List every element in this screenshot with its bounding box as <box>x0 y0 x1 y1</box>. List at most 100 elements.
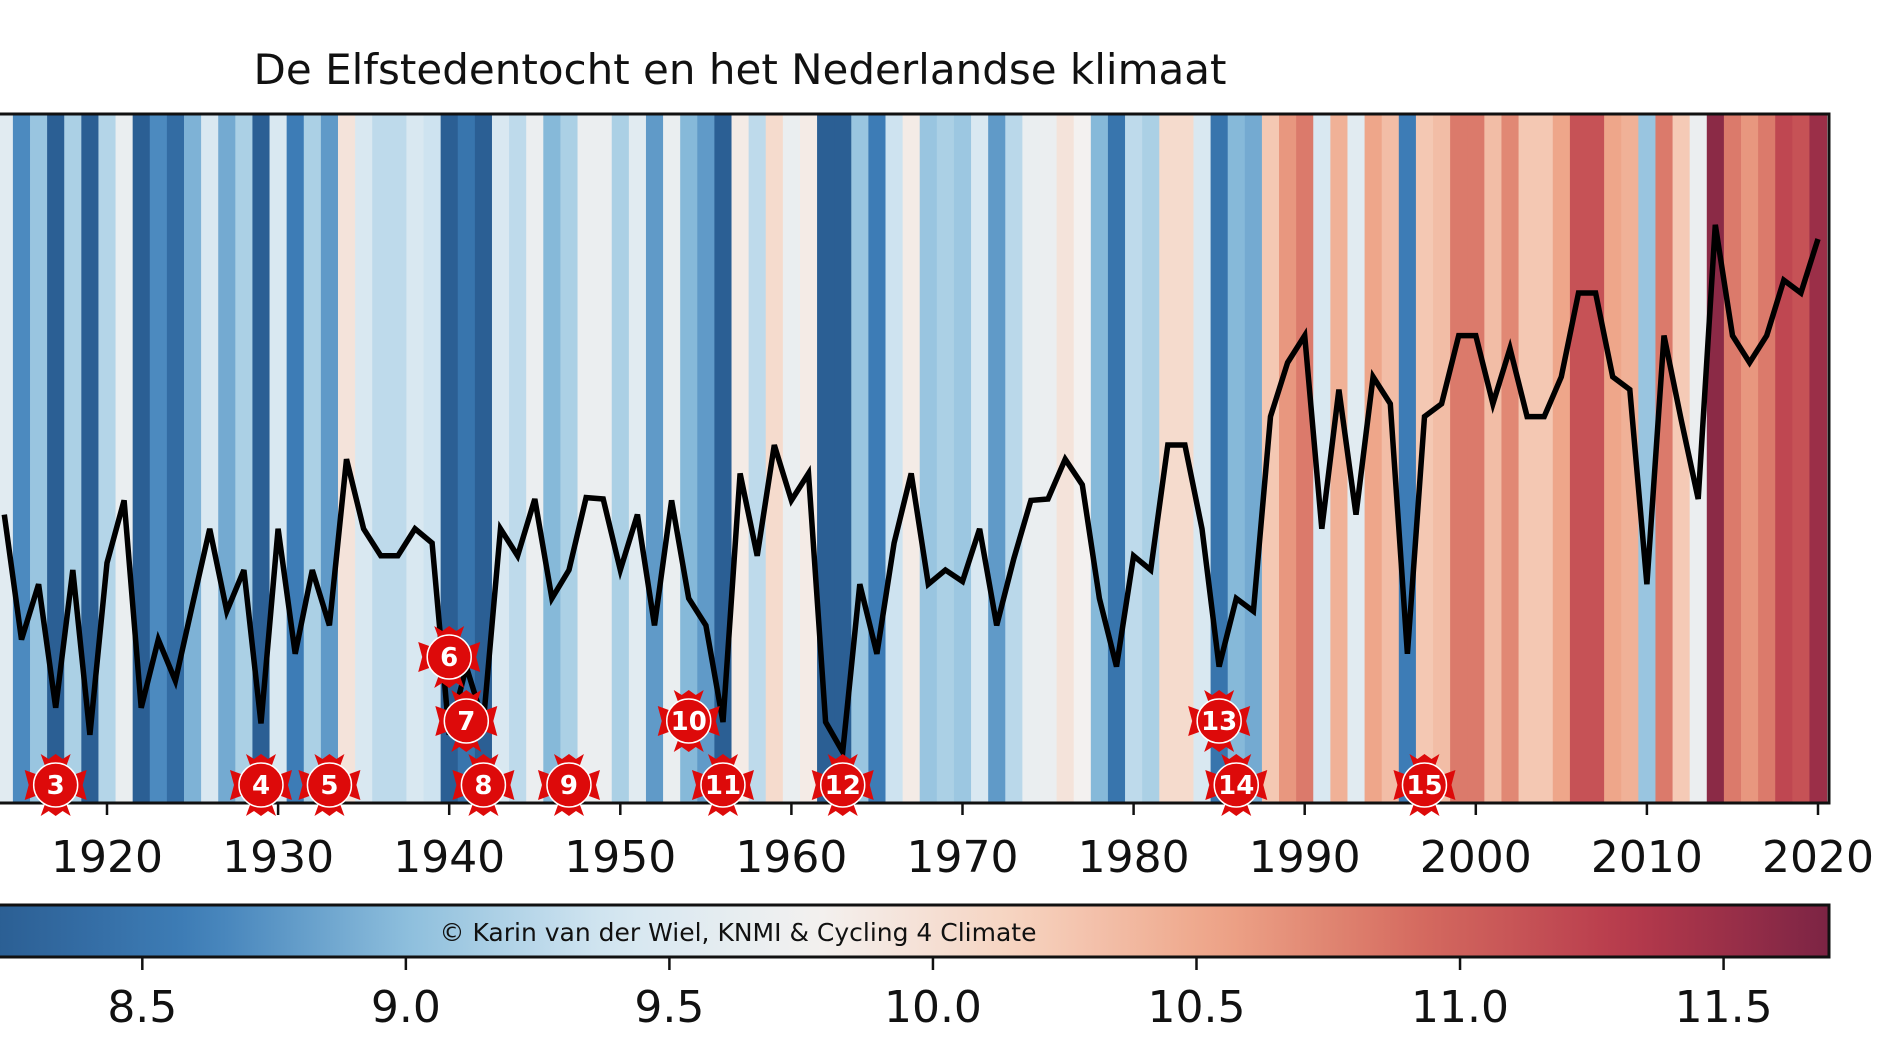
stripe-1957 <box>731 114 750 803</box>
stripe-1989 <box>1279 114 1297 803</box>
marker-label: 5 <box>320 771 338 801</box>
stripe-1961 <box>799 114 818 803</box>
stripe-2009 <box>1621 114 1639 803</box>
stripe-2001 <box>1484 114 1503 803</box>
stripe-2015 <box>1723 114 1742 803</box>
marker-label: 13 <box>1201 707 1237 737</box>
stripe-1965 <box>868 114 887 803</box>
stripe-1975 <box>1039 114 1058 803</box>
colorbar-tick-label: 9.5 <box>634 982 704 1033</box>
elfstedentocht-marker: 6 <box>418 626 481 688</box>
stripe-2017 <box>1758 114 1776 803</box>
elfstedentocht-marker: 12 <box>811 754 874 816</box>
stripe-1992 <box>1330 114 1349 803</box>
stripe-1963 <box>834 114 852 803</box>
stripe-1918 <box>64 114 82 803</box>
stripe-2010 <box>1638 114 1657 803</box>
x-tick-label: 2010 <box>1591 832 1703 883</box>
stripe-1915 <box>12 114 31 803</box>
stripe-1990 <box>1296 114 1314 803</box>
stripe-1979 <box>1107 114 1126 803</box>
stripe-2011 <box>1655 114 1674 803</box>
marker-label: 6 <box>440 643 458 673</box>
colorbar-tick-label: 11.0 <box>1411 982 1509 1033</box>
stripe-1933 <box>320 114 339 803</box>
marker-label: 7 <box>457 707 475 737</box>
stripe-1951 <box>628 114 647 803</box>
stripe-1937 <box>389 114 408 803</box>
stripe-1954 <box>680 114 698 803</box>
colorbar <box>0 903 1831 959</box>
stripe-1955 <box>697 114 716 803</box>
stripe-1970 <box>953 114 972 803</box>
stripe-1953 <box>663 114 681 803</box>
stripe-2016 <box>1741 114 1759 803</box>
x-tick-label: 2000 <box>1420 832 1532 883</box>
stripe-1920 <box>98 114 117 803</box>
stripe-1986 <box>1227 114 1246 803</box>
stripe-1999 <box>1450 114 1468 803</box>
stripe-1958 <box>748 114 767 803</box>
stripe-1925 <box>183 114 202 803</box>
stripe-1995 <box>1381 114 1400 803</box>
colorbar-axis: 8.5 9.0 9.5 10.0 10.5 11.0 11.5 <box>107 957 1773 1033</box>
elfstedentocht-marker: 10 <box>657 690 720 752</box>
stripe-2020 <box>1809 114 1828 803</box>
marker-label: 10 <box>671 707 707 737</box>
x-tick-label: 1930 <box>222 832 334 883</box>
colorbar-tick-label: 10.5 <box>1148 982 1246 1033</box>
stripe-1980 <box>1125 114 1143 803</box>
elfstedentocht-marker: 14 <box>1205 754 1268 816</box>
stripe-1997 <box>1415 114 1434 803</box>
stripe-2008 <box>1604 114 1622 803</box>
marker-label: 12 <box>825 771 861 801</box>
stripe-1914 <box>0 114 14 803</box>
colorbar-tick-label: 8.5 <box>107 982 177 1033</box>
stripe-1994 <box>1364 114 1383 803</box>
stripe-1988 <box>1261 114 1280 803</box>
stripe-1952 <box>645 114 664 803</box>
stripe-1924 <box>166 114 185 803</box>
stripe-1934 <box>337 114 356 803</box>
stripe-1991 <box>1313 114 1331 803</box>
elfstedentocht-marker: 5 <box>298 754 361 816</box>
stripe-1960 <box>782 114 801 803</box>
stripe-1917 <box>47 114 65 803</box>
stripe-1942 <box>474 114 493 803</box>
stripe-1978 <box>1090 114 1109 803</box>
stripe-1998 <box>1433 114 1451 803</box>
stripe-2004 <box>1535 114 1554 803</box>
marker-label: 8 <box>474 771 492 801</box>
stripe-1987 <box>1244 114 1263 803</box>
stripe-1973 <box>1005 114 1023 803</box>
x-axis: 1920 1930 1940 1950 1960 1970 1980 1990 2000 2010… <box>51 803 1874 883</box>
stripe-1977 <box>1073 114 1092 803</box>
stripe-1943 <box>491 114 510 803</box>
x-tick-label: 1970 <box>907 832 1019 883</box>
stripe-1923 <box>149 114 168 803</box>
elfstedentocht-marker: 11 <box>691 754 754 816</box>
stripe-1936 <box>372 114 390 803</box>
stripe-1916 <box>30 114 48 803</box>
elfstedentocht-marker: 3 <box>24 754 87 816</box>
elfstedentocht-marker: 4 <box>229 754 292 816</box>
stripe-2006 <box>1569 114 1588 803</box>
marker-label: 15 <box>1406 771 1442 801</box>
stripe-2012 <box>1672 114 1691 803</box>
chart-title: De Elfstedentocht en het Nederlandse kli… <box>254 45 1227 94</box>
elfstedentocht-marker: 15 <box>1393 754 1456 816</box>
stripe-1969 <box>936 114 955 803</box>
stripe-1993 <box>1347 114 1366 803</box>
stripe-1946 <box>543 114 562 803</box>
x-tick-label: 1950 <box>564 832 676 883</box>
stripe-1948 <box>577 114 596 803</box>
stripe-1939 <box>423 114 442 803</box>
x-tick-label: 1980 <box>1078 832 1190 883</box>
stripe-1967 <box>902 114 921 803</box>
stripe-1971 <box>971 114 989 803</box>
stripe-1945 <box>526 114 544 803</box>
stripe-2003 <box>1518 114 1537 803</box>
stripe-2000 <box>1467 114 1485 803</box>
elfstedentocht-marker: 13 <box>1188 690 1251 752</box>
